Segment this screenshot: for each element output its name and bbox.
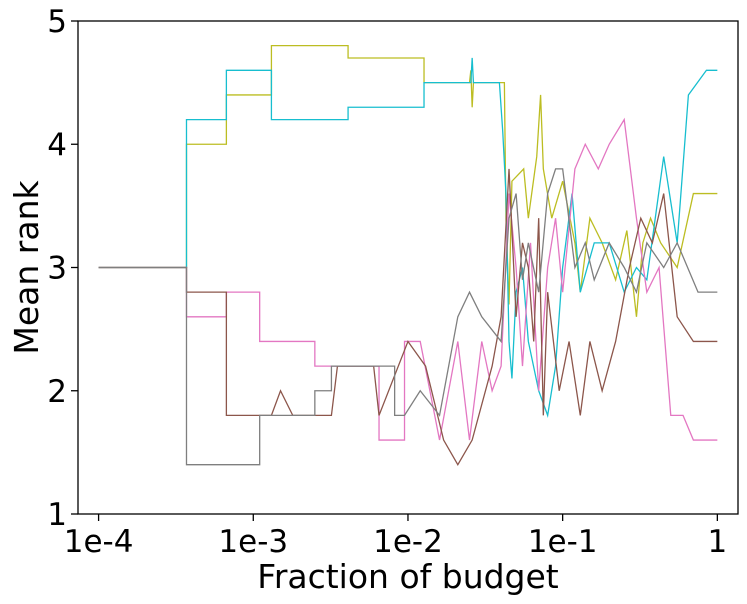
series-line-olive (98, 45, 718, 317)
x-tick-label: 1 (707, 524, 727, 560)
x-tick-label: 1e-3 (218, 524, 288, 560)
x-tick-label: 1e-2 (373, 524, 443, 560)
plot-series (98, 45, 718, 466)
y-tick-label: 3 (47, 251, 67, 287)
series-line-brown (98, 168, 718, 466)
x-axis-label: Fraction of budget (257, 557, 559, 596)
series-line-cyan (98, 57, 718, 418)
x-tick-label: 1e-1 (528, 524, 598, 560)
y-tick-label: 4 (47, 127, 67, 163)
series-line-pink (98, 117, 718, 441)
y-axis-ticks: 1 2 3 4 5 (47, 4, 78, 533)
y-tick-label: 5 (47, 4, 67, 40)
y-tick-label: 1 (47, 497, 67, 533)
y-tick-label: 2 (47, 374, 67, 410)
y-axis-label: Mean rank (7, 180, 46, 355)
series-line-gray (98, 168, 718, 466)
x-tick-label: 1e-4 (64, 524, 134, 560)
x-axis-ticks: 1e-4 1e-3 1e-2 1e-1 1 (64, 514, 727, 560)
